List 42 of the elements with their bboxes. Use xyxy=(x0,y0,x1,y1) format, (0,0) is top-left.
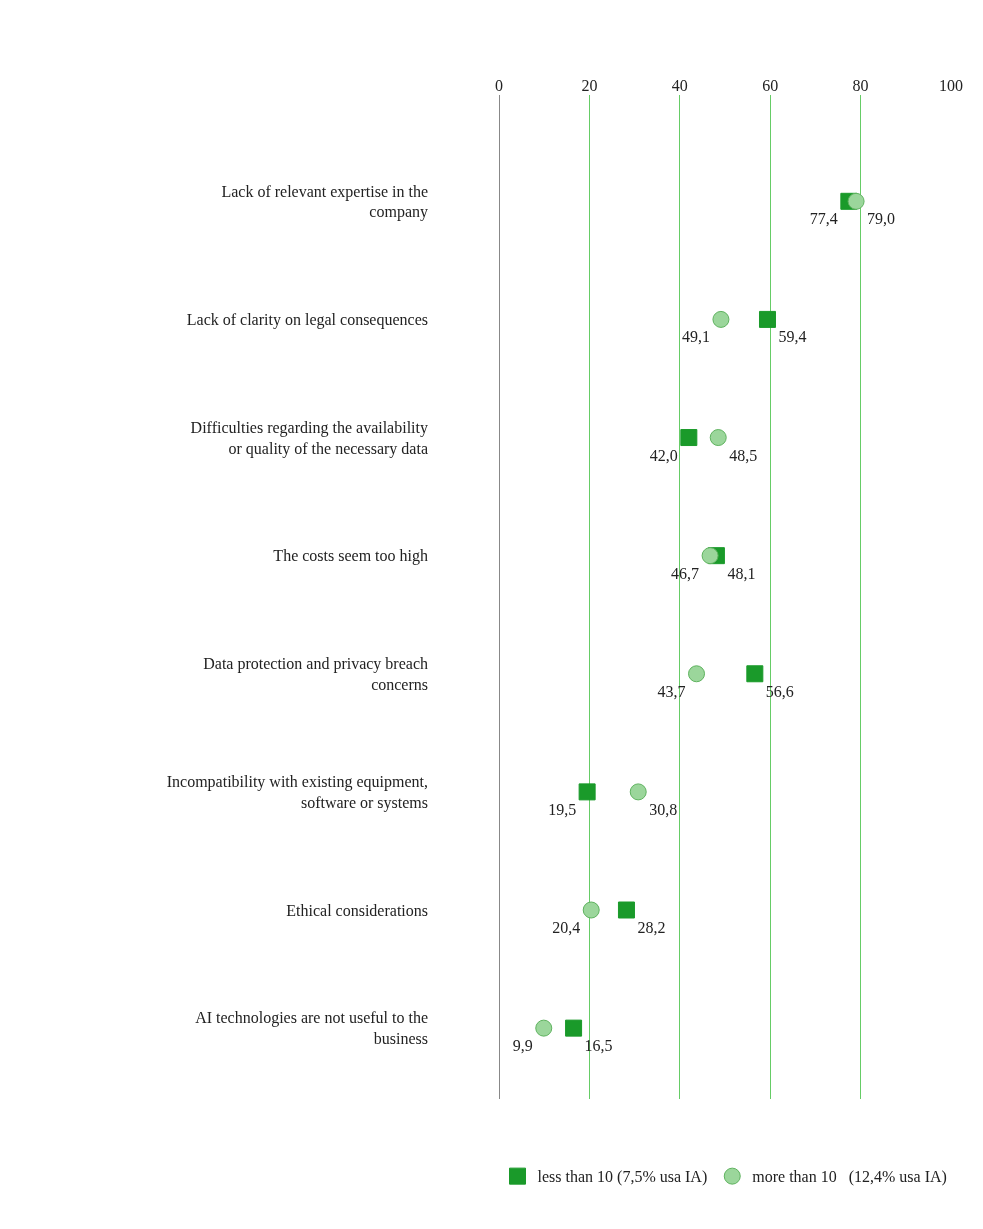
y-tick-label: AI technologies are not useful to the business xyxy=(195,1009,428,1048)
point xyxy=(617,901,635,919)
data-label: 9,9 xyxy=(512,1037,533,1055)
y-tick-label: The costs seem too high xyxy=(273,547,428,566)
data-label: 20,4 xyxy=(552,919,581,937)
data-label: 48,5 xyxy=(729,446,758,464)
point xyxy=(758,310,776,328)
data-label: 28,2 xyxy=(637,919,666,937)
point xyxy=(629,783,647,801)
data-label: 49,1 xyxy=(681,328,710,346)
data-label: 19,5 xyxy=(548,800,577,818)
point xyxy=(578,783,596,801)
point xyxy=(712,310,730,328)
point xyxy=(847,192,865,210)
point xyxy=(582,901,600,919)
point xyxy=(701,547,719,565)
y-tick-label: Data protection and privacy breach concerns xyxy=(203,654,428,693)
x-tick-label: 100 xyxy=(939,76,963,94)
point xyxy=(688,665,706,683)
x-tick-label: 40 xyxy=(671,76,688,94)
data-label: 77,4 xyxy=(809,210,838,228)
data-label: 79,0 xyxy=(867,210,896,228)
y-tick-label: Incompatibility with existing equipment, software or systems xyxy=(166,773,428,812)
x-tick-label: 60 xyxy=(762,76,779,94)
legend-label: less than 10 (7,5% usa IA) xyxy=(537,1168,708,1187)
point xyxy=(680,429,698,447)
y-tick-label: Ethical considerations xyxy=(286,901,428,919)
point xyxy=(746,665,764,683)
data-label: 42,0 xyxy=(649,446,678,464)
y-tick-label: Difficulties regarding the availability or quality of the necessary data xyxy=(190,418,428,458)
point xyxy=(535,1019,553,1037)
point xyxy=(565,1019,583,1037)
point xyxy=(709,429,727,447)
data-label: 59,4 xyxy=(778,328,807,346)
y-tick-label: Lack of clarity on legal consequences xyxy=(186,311,428,330)
y-tick-label: Lack of relevant expertise in the company xyxy=(221,182,428,222)
x-tick-label: 0 xyxy=(495,76,503,94)
legend-label: more than 10 (12,4% usa IA) xyxy=(752,1168,947,1187)
data-label: 30,8 xyxy=(649,800,678,818)
x-tick-label: 20 xyxy=(581,76,598,94)
data-label: 48,1 xyxy=(727,564,756,582)
x-tick-label: 80 xyxy=(852,76,869,94)
